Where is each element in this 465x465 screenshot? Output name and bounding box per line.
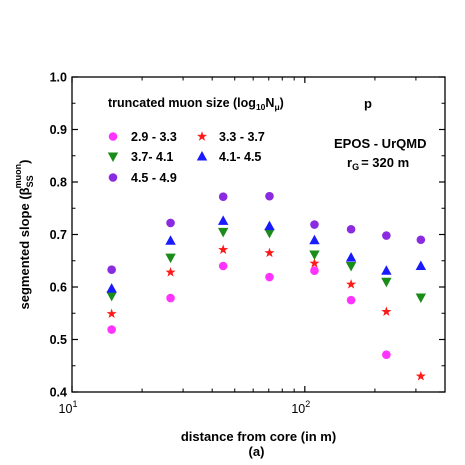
data-point-series-1: [310, 266, 319, 276]
y-tick-label: 0.5: [50, 333, 67, 347]
data-point-series-4: [217, 215, 229, 225]
y-tick-label: 0.4: [50, 386, 67, 400]
legend-marker-5: [108, 173, 118, 182]
data-point-series-3: [309, 250, 320, 260]
data-point-series-4: [345, 252, 357, 262]
data-points: [106, 131, 427, 381]
data-point-series-3: [217, 227, 229, 238]
data-point-series-5: [346, 224, 356, 234]
legend-label: 2.9 - 3.3: [131, 130, 177, 144]
data-point-series-4: [381, 265, 392, 275]
data-point-series-1: [265, 272, 274, 282]
data-point-series-5: [218, 192, 228, 201]
panel-label: (a): [249, 444, 265, 459]
legend-marker-2: [196, 131, 208, 141]
legend-marker-4: [196, 151, 208, 161]
y-axis-label: segmented slope (βSSmuon): [13, 160, 35, 310]
data-point-series-2: [381, 306, 392, 316]
data-point-series-2: [346, 279, 357, 289]
legend-marker-1: [108, 132, 118, 141]
data-point-series-3: [345, 262, 357, 272]
y-tick-label: 0.8: [50, 176, 67, 190]
legend-label: 3.3 - 3.7: [219, 130, 265, 144]
y-tick-label: 0.7: [50, 228, 67, 242]
plot-area: [71, 76, 446, 393]
data-point-series-4: [264, 220, 275, 231]
data-point-series-5: [310, 220, 319, 229]
data-point-series-4: [309, 234, 320, 245]
data-point-series-5: [166, 218, 175, 228]
data-point-series-4: [106, 283, 117, 293]
x-tick-label: 102: [291, 399, 310, 416]
data-point-series-1: [107, 325, 116, 334]
data-point-series-3: [264, 228, 275, 239]
model-label: EPOS - UrQMD: [334, 136, 426, 151]
data-point-series-5: [107, 265, 116, 274]
data-point-series-2: [165, 267, 176, 277]
data-point-series-3: [415, 293, 427, 303]
legend-title: truncated muon size (log10Nμ): [108, 96, 284, 112]
data-point-series-3: [381, 277, 392, 288]
data-point-series-5: [265, 191, 274, 201]
particle-label: p: [364, 96, 372, 111]
chart-text: 0.4 0.5 0.6 0.7 0.8 0.9 1.0 101 102 distance from…: [13, 71, 426, 460]
data-point-series-1: [166, 293, 175, 303]
x-tick-label: 101: [59, 399, 78, 416]
data-point-series-2: [106, 308, 117, 319]
data-point-series-3: [106, 291, 117, 302]
data-point-series-2: [309, 258, 320, 268]
data-point-series-1: [346, 295, 356, 305]
data-point-series-1: [382, 350, 391, 360]
data-point-series-5: [416, 235, 426, 245]
data-point-series-4: [165, 235, 176, 245]
y-tick-label: 0.6: [50, 281, 67, 295]
legend-marker-3: [107, 152, 119, 162]
x-axis-label: distance from core (in m): [181, 429, 336, 444]
data-point-series-2: [415, 370, 426, 381]
legend-label: 4.1- 4.5: [219, 150, 261, 164]
legend-label: 4.5 - 4.9: [131, 171, 177, 185]
legend-label: 3.7- 4.1: [131, 150, 173, 164]
data-point-series-4: [415, 260, 427, 270]
data-point-series-2: [218, 244, 229, 255]
data-point-series-2: [264, 247, 275, 258]
data-point-series-5: [382, 231, 391, 240]
data-point-series-3: [165, 253, 176, 264]
radius-label: rG = 320 m: [347, 155, 409, 172]
y-tick-label: 1.0: [50, 71, 67, 85]
data-point-series-1: [218, 261, 228, 271]
y-tick-label: 0.9: [50, 123, 67, 137]
